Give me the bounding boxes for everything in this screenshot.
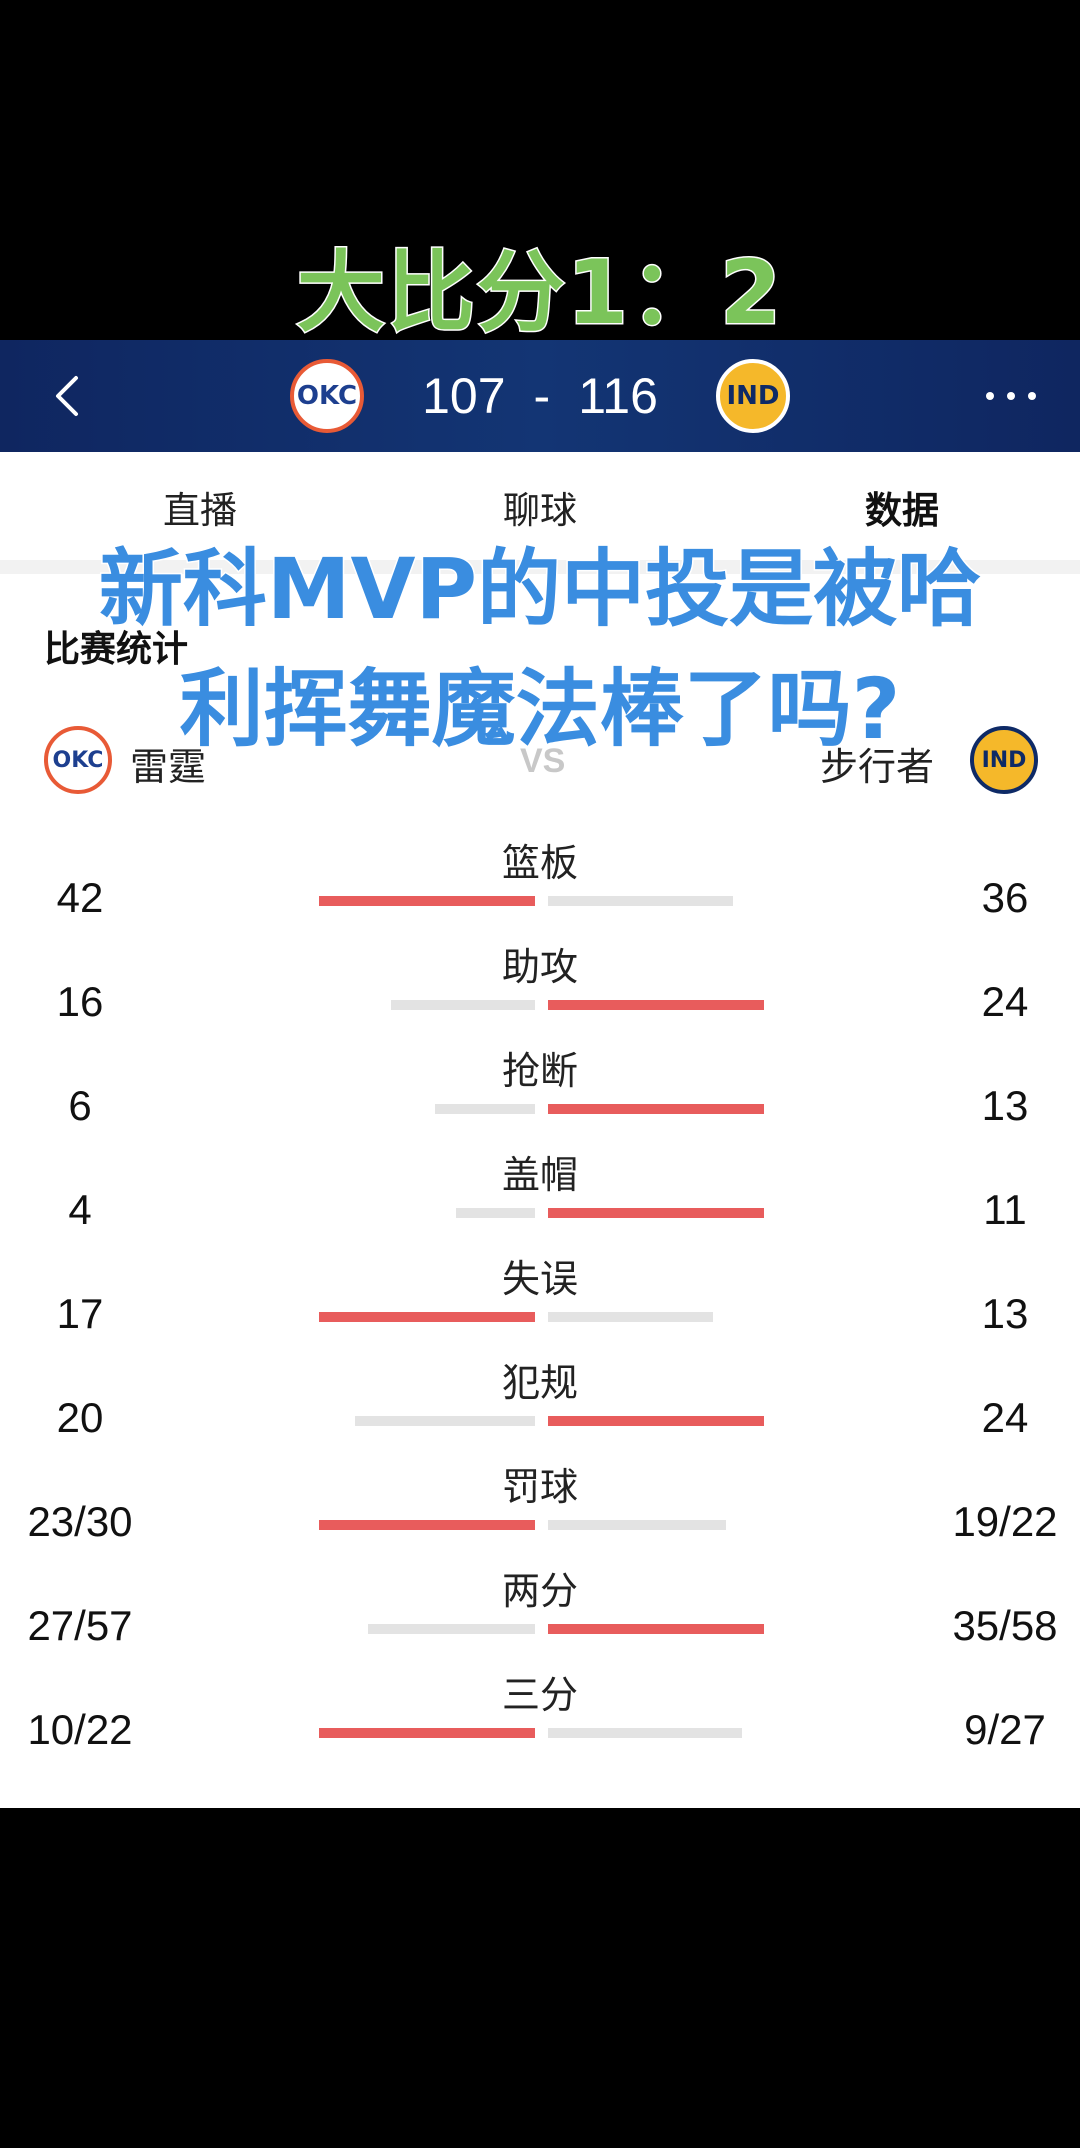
- home-team-name: 雷霆: [130, 745, 207, 789]
- stat-away-value: 24: [981, 1394, 1029, 1441]
- away-stat-bar: [548, 1000, 764, 1010]
- away-stat-bar: [548, 896, 734, 906]
- home-stat-bar: [368, 1624, 535, 1634]
- score-display: 107 - 116: [400, 360, 680, 432]
- stat-label: 失误: [501, 1257, 578, 1301]
- top-caption: 大比分1：2: [295, 240, 784, 346]
- stats-page: 直播 聊球 数据 比赛统计 OKC 雷霆 VS 步行者 IND 篮板 42 36 助攻…: [0, 452, 1080, 1808]
- stat-away-value: 9/27: [964, 1706, 1046, 1753]
- stat-home-value: 6: [68, 1082, 92, 1129]
- stat-away-value: 11: [983, 1186, 1027, 1233]
- stat-row: 三分 10/22 9/27: [0, 1664, 1080, 1768]
- stat-away-value: 13: [981, 1290, 1029, 1337]
- away-stat-bar: [548, 1624, 764, 1634]
- home-team-logo[interactable]: OKC: [290, 359, 364, 433]
- home-stat-bar: [435, 1104, 535, 1114]
- away-stat-bar: [548, 1520, 727, 1530]
- stat-home-value: 20: [56, 1394, 104, 1441]
- stat-away-value: 35/58: [952, 1602, 1058, 1649]
- home-score: 107: [422, 368, 506, 424]
- stat-row: 抢断 6 13: [0, 1040, 1080, 1144]
- stat-home-value: 42: [56, 874, 104, 921]
- stat-row: 罚球 23/30 19/22: [0, 1456, 1080, 1560]
- stat-home-value: 16: [56, 978, 104, 1025]
- home-stat-bar: [456, 1208, 535, 1218]
- away-stat-bar: [548, 1416, 764, 1426]
- overlay-caption-line1: 新科MVP的中投是被哈: [97, 539, 982, 640]
- stat-row: 犯规 20 24: [0, 1352, 1080, 1456]
- stat-away-value: 13: [981, 1082, 1029, 1129]
- stat-label: 三分: [501, 1673, 578, 1717]
- scoreboard-header: OKC 107 - 116 IND: [0, 340, 1080, 452]
- stat-row: 盖帽 4 11: [0, 1144, 1080, 1248]
- stat-row: 失误 17 13: [0, 1248, 1080, 1352]
- home-stat-bar: [319, 896, 535, 906]
- stat-home-value: 23/30: [27, 1498, 133, 1545]
- team-row: OKC 雷霆 VS 步行者 IND: [0, 722, 1080, 802]
- home-stat-bar: [319, 1728, 535, 1738]
- away-score: 116: [578, 368, 658, 424]
- stat-label: 篮板: [501, 841, 578, 885]
- home-stat-bar: [319, 1312, 535, 1322]
- away-stat-bar: [548, 1728, 743, 1738]
- stat-home-value: 10/22: [27, 1706, 133, 1753]
- stat-row: 助攻 16 24: [0, 936, 1080, 1040]
- tab-bar: 直播 聊球 数据: [0, 452, 1080, 560]
- away-team-logo-small: IND: [970, 726, 1038, 794]
- away-stat-bar: [548, 1208, 764, 1218]
- stat-row: 两分 27/57 35/58: [0, 1560, 1080, 1664]
- ellipsis-icon[interactable]: [982, 382, 1040, 410]
- stat-row: 篮板 42 36: [0, 832, 1080, 936]
- away-team-logo[interactable]: IND: [716, 359, 790, 433]
- section-title: 比赛统计: [44, 629, 189, 670]
- stat-label: 犯规: [501, 1361, 578, 1405]
- stat-home-value: 17: [56, 1290, 104, 1337]
- tab-chat[interactable]: 聊球: [503, 489, 577, 532]
- stat-away-value: 19/22: [952, 1498, 1058, 1545]
- score-separator: -: [533, 368, 551, 424]
- stat-label: 罚球: [501, 1465, 578, 1509]
- chevron-left-icon[interactable]: [42, 368, 98, 424]
- home-team-logo-small: OKC: [44, 726, 112, 794]
- away-stat-bar: [548, 1312, 714, 1322]
- overlay-caption-line2: 利挥舞魔法棒了吗?: [178, 659, 902, 760]
- stat-label: 两分: [501, 1569, 578, 1613]
- divider: [0, 560, 1080, 574]
- stat-label: 抢断: [501, 1049, 578, 1093]
- tab-data[interactable]: 数据: [865, 489, 939, 532]
- stat-home-value: 27/57: [27, 1602, 133, 1649]
- stat-label: 盖帽: [501, 1153, 578, 1197]
- stat-away-value: 36: [981, 874, 1029, 921]
- stat-away-value: 24: [981, 978, 1029, 1025]
- stat-label: 助攻: [501, 945, 578, 989]
- home-stat-bar: [391, 1000, 535, 1010]
- stat-home-value: 4: [68, 1186, 92, 1233]
- tab-live[interactable]: 直播: [163, 489, 237, 532]
- away-team-name: 步行者: [820, 745, 935, 789]
- home-stat-bar: [319, 1520, 535, 1530]
- home-stat-bar: [355, 1416, 535, 1426]
- vs-label: VS: [520, 742, 566, 780]
- away-stat-bar: [548, 1104, 764, 1114]
